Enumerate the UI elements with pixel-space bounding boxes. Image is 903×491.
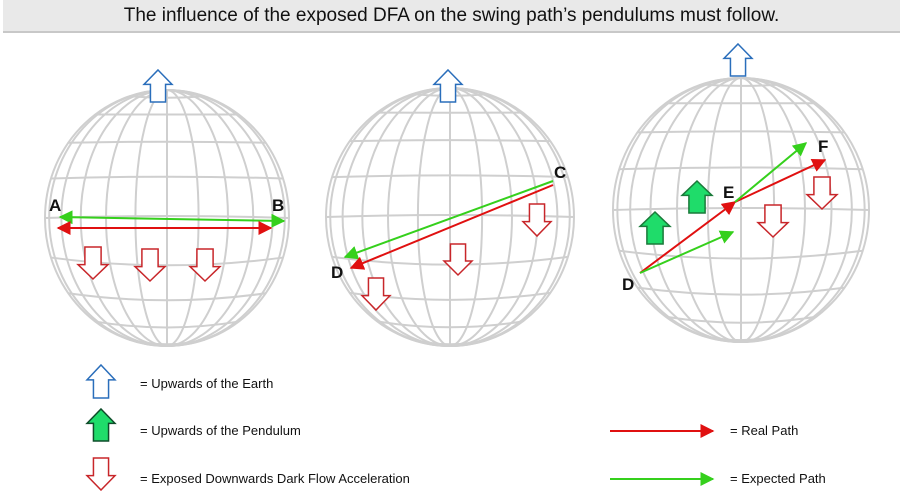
label-d-globe3: D	[622, 275, 634, 294]
parallel	[637, 286, 845, 296]
label-c: C	[554, 163, 566, 182]
dfa-down-arrow-icon	[133, 248, 167, 283]
parallel	[411, 338, 489, 346]
earth-up-arrow-icon	[142, 68, 174, 103]
parallel	[701, 334, 781, 342]
dfa-down-arrow-icon	[188, 248, 222, 283]
real-path-line	[349, 184, 554, 270]
dfa-down-arrow-icon	[521, 203, 553, 238]
earth-up-arrow-icon	[722, 42, 754, 77]
parallel	[332, 174, 568, 179]
parallel	[376, 320, 524, 329]
dfa-down-arrow-icon	[756, 204, 790, 239]
label-a: A	[49, 196, 61, 215]
legend-dfa-down: = Exposed Downwards Dark Flow Accelerati…	[140, 471, 410, 486]
dfa-down-arrow-icon	[360, 277, 392, 312]
expected-path-line	[58, 210, 286, 228]
real-path-line	[639, 201, 737, 274]
expected-path-line	[343, 180, 554, 260]
pendulum-up-arrow-icon	[638, 210, 672, 245]
parallel	[619, 249, 863, 260]
parallel	[701, 83, 781, 87]
label-b: B	[272, 196, 284, 215]
dfa-down-arrow-icon	[442, 243, 474, 277]
parallel	[68, 140, 266, 144]
legend-real-path: = Real Path	[730, 423, 798, 438]
pendulum-up-arrow-icon	[680, 179, 714, 214]
label-d-globe2: D	[331, 263, 343, 282]
parallel	[619, 166, 863, 171]
title: The influence of the exposed DFA on the …	[3, 0, 900, 33]
parallel	[68, 292, 266, 302]
label-f: F	[818, 137, 828, 156]
parallel	[50, 175, 284, 180]
parallel	[665, 315, 817, 324]
parallel	[612, 207, 870, 211]
legend-pendulum-up-arrow-icon	[85, 407, 117, 442]
parallel	[95, 320, 239, 329]
globe-3	[612, 77, 870, 343]
parallel	[129, 338, 205, 346]
legend-pendulum-up: = Upwards of the Pendulum	[140, 423, 301, 438]
dfa-down-arrow-icon	[805, 176, 839, 211]
dfa-down-arrow-icon	[76, 246, 110, 281]
expected-path-line	[639, 230, 735, 274]
label-e: E	[723, 183, 734, 202]
parallel	[637, 130, 845, 134]
parallel	[349, 139, 551, 143]
parallel	[129, 95, 205, 99]
parallel	[50, 256, 284, 267]
legend-earth-up: = Upwards of the Earth	[140, 376, 273, 391]
legend-expected-path: = Expected Path	[730, 471, 826, 486]
real-path-line	[734, 158, 827, 203]
dfa-down-arrow-icon	[85, 457, 117, 491]
expected-path-line	[734, 142, 808, 203]
legend-earth-up-arrow-icon	[85, 363, 117, 399]
earth-up-arrow-icon	[432, 68, 464, 103]
